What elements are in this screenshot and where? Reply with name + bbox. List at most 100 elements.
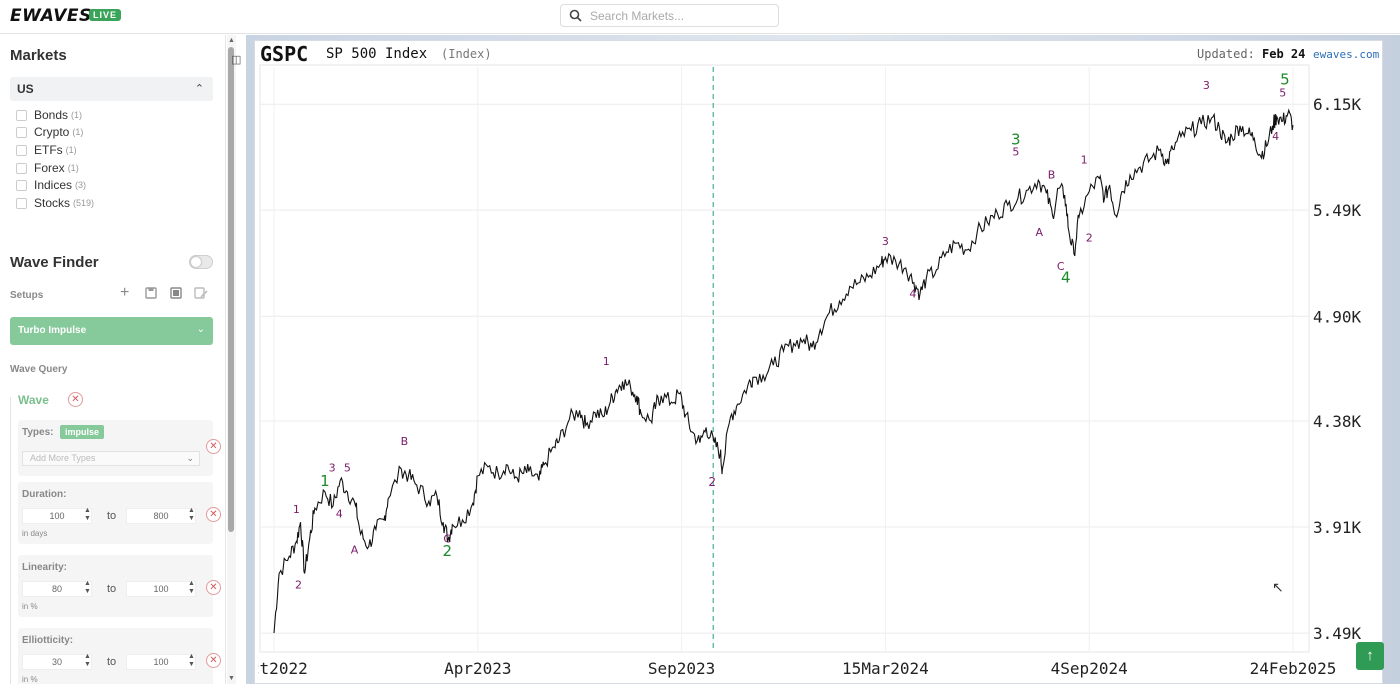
type-chip-impulse[interactable]: impulse bbox=[60, 425, 105, 439]
market-count: (1) bbox=[71, 110, 83, 120]
wave-label: 4 bbox=[1272, 130, 1279, 143]
wave-label: 1 bbox=[603, 355, 610, 368]
y-tick-label: 3.91K bbox=[1313, 518, 1362, 537]
remove-duration-button[interactable]: ✕ bbox=[206, 507, 221, 522]
updated-prefix: Updated: bbox=[1197, 47, 1255, 61]
scroll-down-icon[interactable]: ▼ bbox=[228, 675, 235, 682]
setup-selected-label: Turbo Impulse bbox=[18, 325, 87, 336]
save-edit-icon[interactable] bbox=[194, 287, 208, 302]
search-placeholder: Search Markets... bbox=[590, 9, 685, 23]
ticker-symbol: GSPC bbox=[260, 42, 309, 66]
x-tick-label: Apr2023 bbox=[444, 659, 511, 678]
stepper-icon[interactable]: ▲ ▼ bbox=[188, 653, 195, 668]
remove-types-button[interactable]: ✕ bbox=[206, 439, 221, 454]
checkbox[interactable] bbox=[16, 162, 27, 174]
wave-label: B bbox=[401, 435, 409, 448]
stepper-icon[interactable]: ▲ ▼ bbox=[188, 507, 195, 522]
wave-label: 5 bbox=[1280, 71, 1290, 89]
plot-area bbox=[259, 64, 1310, 653]
stepper-icon[interactable]: ▲ ▼ bbox=[188, 580, 195, 595]
linearity-card: Linearity: 80 ▲ ▼ to 100 ▲ ▼ in % bbox=[18, 555, 213, 617]
wave-label: 4 bbox=[336, 508, 343, 521]
remove-wave-button[interactable]: ✕ bbox=[68, 392, 83, 407]
wave-label: 1 bbox=[1081, 154, 1088, 167]
chevron-down-icon: ⌄ bbox=[196, 324, 205, 335]
wave-label: B bbox=[1048, 168, 1056, 181]
search-input[interactable]: Search Markets... bbox=[560, 4, 779, 27]
stepper-icon[interactable]: ▲ ▼ bbox=[84, 580, 91, 595]
add-types-select[interactable]: Add More Types ⌄ bbox=[22, 451, 200, 466]
market-label: Forex bbox=[34, 161, 65, 175]
wave-finder-toggle[interactable] bbox=[189, 255, 213, 269]
ellipticity-to-input[interactable]: 100 bbox=[126, 654, 196, 670]
duration-from-input[interactable]: 100 bbox=[22, 508, 92, 524]
linearity-from-input[interactable]: 80 bbox=[22, 581, 92, 597]
scroll-up-icon[interactable]: ▲ bbox=[228, 37, 235, 44]
wave-query-label: Wave Query bbox=[10, 364, 68, 375]
market-count: (1) bbox=[67, 163, 79, 173]
types-label: Types: bbox=[22, 427, 54, 438]
collapse-sidebar-icon[interactable]: ◫ bbox=[231, 54, 242, 66]
save-icon[interactable] bbox=[145, 287, 157, 302]
wave-label: C bbox=[443, 533, 451, 546]
market-label: Indices bbox=[34, 178, 73, 192]
linearity-to-input[interactable]: 100 bbox=[126, 581, 196, 597]
wave-label: 5 bbox=[1012, 146, 1019, 159]
region-label: US bbox=[17, 82, 34, 96]
checkbox[interactable] bbox=[16, 179, 27, 191]
stepper-icon[interactable]: ▲ ▼ bbox=[84, 653, 91, 668]
market-item-stocks[interactable]: Stocks (519) bbox=[16, 195, 94, 211]
market-count: (1) bbox=[72, 127, 84, 137]
price-chart[interactable]: 6.15K 5.49K 4.90K 4.38K 3.91K 3.49K Oct2022 Apr… bbox=[258, 64, 1383, 684]
stepper-icon[interactable]: ▲ ▼ bbox=[84, 507, 91, 522]
setup-select[interactable]: Turbo Impulse ⌄ bbox=[10, 317, 213, 345]
linearity-unit: in % bbox=[22, 602, 38, 611]
scrollbar-thumb[interactable] bbox=[228, 47, 234, 532]
save-all-icon[interactable] bbox=[170, 287, 183, 302]
wave-query-group bbox=[10, 397, 215, 684]
market-item-indices[interactable]: Indices (3) bbox=[16, 177, 86, 193]
x-tick-label: Sep2023 bbox=[648, 659, 715, 678]
market-item-forex[interactable]: Forex (1) bbox=[16, 160, 79, 176]
x-tick-label: 15Mar2024 bbox=[842, 659, 929, 678]
ellipticity-from-input[interactable]: 30 bbox=[22, 654, 92, 670]
wave-label: 2 bbox=[1086, 231, 1093, 244]
wave-label: 1 bbox=[293, 503, 300, 516]
setups-label: Setups bbox=[10, 290, 44, 301]
wave-label: 4 bbox=[909, 287, 916, 300]
duration-to-input[interactable]: 800 bbox=[126, 508, 196, 524]
live-badge: LIVE bbox=[89, 9, 122, 21]
sidebar: Markets US ⌃ Bonds (1) Crypto (1) ETFs (1) … bbox=[0, 35, 226, 684]
checkbox[interactable] bbox=[16, 197, 27, 209]
wave-label: 5 bbox=[344, 461, 351, 474]
app-logo[interactable]: EWAVES bbox=[10, 6, 92, 26]
to-label: to bbox=[107, 510, 117, 522]
chevron-up-icon[interactable]: ⌃ bbox=[194, 83, 204, 95]
market-item-bonds[interactable]: Bonds (1) bbox=[16, 107, 82, 123]
mouse-cursor-icon: ↖ bbox=[1272, 579, 1284, 595]
to-label: to bbox=[107, 583, 117, 595]
market-label: Bonds bbox=[34, 108, 69, 122]
brand-link[interactable]: ewaves.com bbox=[1313, 48, 1380, 61]
y-tick-label: 4.38K bbox=[1313, 412, 1362, 431]
market-item-crypto[interactable]: Crypto (1) bbox=[16, 124, 83, 140]
remove-linearity-button[interactable]: ✕ bbox=[206, 580, 221, 595]
updated-label: Updated: Feb 24 bbox=[1197, 47, 1305, 61]
y-tick-label: 3.49K bbox=[1313, 624, 1362, 643]
checkbox[interactable] bbox=[16, 109, 27, 121]
add-types-placeholder: Add More Types bbox=[30, 453, 96, 463]
x-tick-label: Oct2022 bbox=[258, 659, 308, 678]
checkbox[interactable] bbox=[16, 126, 27, 138]
market-item-etfs[interactable]: ETFs (1) bbox=[16, 142, 77, 158]
region-us-header[interactable]: US ⌃ bbox=[10, 77, 213, 101]
wave-label: 4 bbox=[1061, 269, 1071, 287]
checkbox[interactable] bbox=[16, 144, 27, 156]
add-setup-icon[interactable]: + bbox=[120, 284, 130, 301]
wave-label: 2 bbox=[295, 579, 302, 592]
x-tick-label: 4Sep2024 bbox=[1051, 659, 1128, 678]
remove-ellipticity-button[interactable]: ✕ bbox=[206, 653, 221, 668]
scroll-to-top-button[interactable]: ↑ bbox=[1356, 642, 1384, 670]
wave-label: 2 bbox=[708, 475, 716, 489]
sidebar-scrollbar[interactable]: ▲ ▼ bbox=[227, 35, 236, 684]
wave-label: A bbox=[1036, 226, 1044, 239]
